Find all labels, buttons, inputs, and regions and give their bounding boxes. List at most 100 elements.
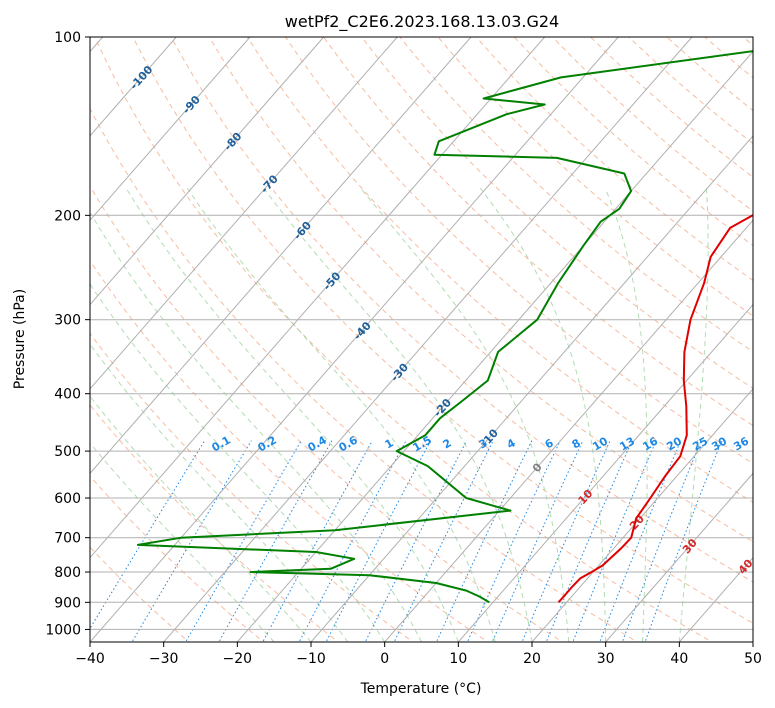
mixing-ratio-line xyxy=(466,440,561,642)
mixing-ratio-line xyxy=(435,440,533,642)
mixing-ratio-label: 10 xyxy=(590,434,610,453)
x-tick-label: 20 xyxy=(523,651,541,667)
dry-adiabat xyxy=(90,107,639,642)
plot-frame xyxy=(89,36,754,643)
mixing-ratio-line xyxy=(599,440,682,642)
moist-adiabat xyxy=(263,187,533,642)
moist-adiabat xyxy=(604,188,648,642)
isotherm-line xyxy=(163,37,693,642)
y-tick-label: 500 xyxy=(54,444,81,460)
isotherm-line xyxy=(90,37,546,559)
mixing-ratio-label: 16 xyxy=(640,434,660,453)
mixing-ratio-line xyxy=(90,440,206,630)
dry-adiabat xyxy=(437,37,753,317)
dry-adiabat xyxy=(90,185,564,642)
mixing-ratio-label: 6 xyxy=(543,436,556,451)
isotherm-line xyxy=(605,472,753,642)
isotherm-line xyxy=(457,303,753,642)
x-tick-label: 40 xyxy=(670,651,688,667)
mixing-ratio-line xyxy=(393,440,494,642)
isotherm-label: -100 xyxy=(127,63,155,92)
moist-adiabat xyxy=(90,442,275,642)
y-axis: 100 200 300 400 500 600 700 800 900 1000 xyxy=(45,30,90,638)
mixing-ratio-line xyxy=(185,440,302,642)
isotherm-line xyxy=(90,37,398,390)
mixing-ratio-line xyxy=(621,440,702,642)
x-axis: −40 −30 −20 −10 0 10 20 30 40 50 xyxy=(75,642,762,667)
y-tick-label: 100 xyxy=(54,30,81,46)
dry-adiabat xyxy=(765,24,775,645)
mixing-ratio-line xyxy=(644,440,723,642)
mixing-ratio-label: 36 xyxy=(731,434,751,453)
isotherm-line xyxy=(384,219,753,642)
moist-adiabat xyxy=(90,211,422,642)
mixing-ratio-line xyxy=(298,440,407,642)
dry-adiabat xyxy=(704,37,753,79)
dry-adiabat xyxy=(246,37,753,503)
isotherm-line xyxy=(90,37,325,306)
dry-adiabat xyxy=(399,37,753,353)
dry-adiabat xyxy=(742,37,753,46)
isotherm-line xyxy=(90,37,472,475)
y-tick-label: 400 xyxy=(54,387,81,403)
mixing-ratio-line xyxy=(131,440,252,642)
isotherm-line xyxy=(310,135,753,642)
dry-adiabat xyxy=(90,259,489,642)
y-tick-label: 900 xyxy=(54,595,81,611)
dry-adiabat xyxy=(208,37,753,543)
mixing-ratio-label: 4 xyxy=(505,436,518,451)
dry-adiabat xyxy=(589,37,753,178)
isotherm-line xyxy=(90,37,619,642)
moist-adiabat xyxy=(90,343,349,642)
y-tick-label: 700 xyxy=(54,531,81,547)
mixing-ratio-label: 25 xyxy=(690,435,710,454)
mixing-ratio-line xyxy=(572,440,657,642)
mixing-ratio-line xyxy=(325,440,432,642)
mixing-ratio-label: 2 xyxy=(441,436,454,451)
mixing-ratio-label: 13 xyxy=(617,435,637,454)
x-tick-label: −20 xyxy=(223,651,253,667)
moist-adiabat xyxy=(90,395,312,642)
y-tick-label: 200 xyxy=(54,208,81,224)
isotherm-line xyxy=(236,50,753,642)
mixing-ratio-line xyxy=(262,440,373,642)
mixing-ratio-label: 8 xyxy=(570,436,583,451)
dry-adiabat xyxy=(627,37,753,145)
x-tick-label: 30 xyxy=(597,651,615,667)
moist-adiabat xyxy=(678,188,709,642)
y-tick-label: 1000 xyxy=(45,622,81,638)
x-tick-label: −10 xyxy=(296,651,326,667)
mixing-ratio-line xyxy=(491,440,584,642)
y-tick-label: 600 xyxy=(54,491,81,507)
y-tick-label: 800 xyxy=(54,565,81,581)
mixing-ratio-line xyxy=(521,440,611,642)
mixing-ratio-label: 1 xyxy=(383,436,396,451)
temperature-profile-line xyxy=(557,214,753,603)
mixing-ratio-line xyxy=(364,440,468,642)
moist-adiabat xyxy=(90,283,386,642)
dewpoint-profile-line xyxy=(136,50,753,604)
isotherm-line xyxy=(531,388,753,642)
x-tick-label: 10 xyxy=(449,651,467,667)
dry-adiabat xyxy=(551,37,753,212)
moist-adiabat xyxy=(360,187,570,642)
x-tick-label: −40 xyxy=(75,651,105,667)
x-tick-label: 0 xyxy=(380,651,389,667)
mixing-ratio-line xyxy=(218,440,333,642)
moist-adiabat xyxy=(479,187,607,642)
dry-adiabat xyxy=(90,475,265,642)
dry-adiabat xyxy=(132,37,753,624)
isotherm-line xyxy=(90,37,251,221)
dry-adiabat xyxy=(361,37,753,389)
profiles xyxy=(136,50,753,604)
y-tick-label: 300 xyxy=(54,313,81,329)
moist-adiabat xyxy=(186,187,496,642)
dry-adiabat xyxy=(170,37,753,583)
dry-adiabat xyxy=(513,37,753,246)
isotherm-line xyxy=(752,641,753,642)
chart-title: wetPf2_C2E6.2023.168.13.03.G24 xyxy=(285,12,559,32)
x-tick-label: −30 xyxy=(149,651,179,667)
x-tick-label: 50 xyxy=(744,651,762,667)
dry-adiabat xyxy=(666,37,753,112)
